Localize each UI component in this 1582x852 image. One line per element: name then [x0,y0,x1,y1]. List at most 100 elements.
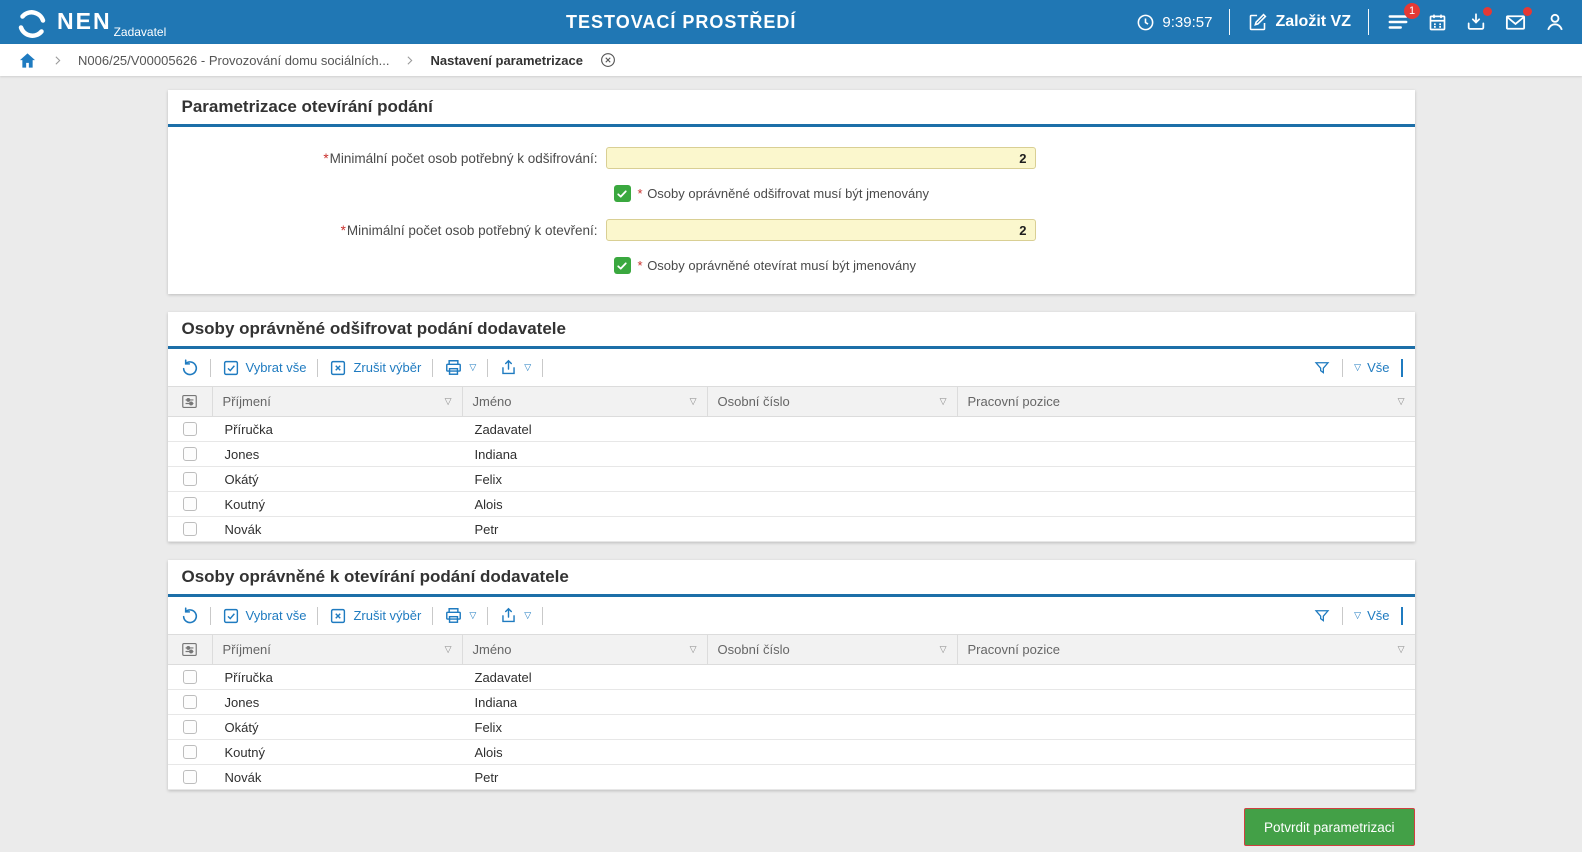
print-menu-button[interactable]: ▽ [444,606,476,625]
decrypt-named-checkbox[interactable] [613,185,631,202]
row-checkbox[interactable] [183,497,197,511]
create-vz-button[interactable]: Založit VZ [1247,12,1351,33]
filter-button[interactable] [1313,607,1331,625]
sliders-icon [182,394,197,409]
column-header-position[interactable]: Pracovní pozice ▽ [967,642,1405,657]
download-button[interactable] [1465,7,1492,33]
toolbar-divider [209,606,211,625]
refresh-button[interactable] [180,606,199,625]
table-row[interactable]: Novák Petr [167,517,1415,542]
column-filter-icon[interactable]: ▽ [1397,396,1405,406]
export-menu-button[interactable]: ▽ [499,358,531,377]
parametrization-form: *Minimální počet osob potřebný k odšifro… [168,127,1415,294]
column-filter-icon[interactable]: ▽ [939,644,947,654]
row-checkbox[interactable] [183,447,197,461]
column-settings-button[interactable] [180,640,199,659]
nen-logo-icon [16,4,48,40]
filter-scope-dropdown[interactable]: ▽ Vše [1354,360,1390,375]
print-menu-button[interactable]: ▽ [444,358,476,377]
toolbar-divider [542,606,544,625]
export-icon [502,607,516,623]
column-header-personal-number[interactable]: Osobní číslo ▽ [708,635,958,664]
filter-scope-dropdown[interactable]: ▽ Vše [1354,608,1390,623]
table-row[interactable]: Jones Indiana [167,690,1415,715]
mail-button[interactable] [1504,6,1532,34]
refresh-button[interactable] [180,358,199,377]
column-filter-icon[interactable]: ▽ [689,644,697,654]
user-profile-button[interactable] [1544,11,1566,33]
row-checkbox[interactable] [183,695,197,709]
row-checkbox[interactable] [183,745,197,759]
toolbar-divider [487,606,489,625]
row-checkbox[interactable] [183,522,197,536]
table-row[interactable]: Koutný Alois [167,492,1415,517]
close-tab-button[interactable] [599,51,617,69]
cell-surname: Novák [224,769,262,785]
table-row[interactable]: Příručka Zadavatel [167,417,1415,442]
column-filter-icon[interactable]: ▽ [689,396,697,406]
row-checkbox[interactable] [183,720,197,734]
column-filter-icon[interactable]: ▽ [444,396,452,406]
cell-firstname: Alois [474,744,503,760]
row-checkbox[interactable] [183,670,197,684]
column-settings-button[interactable] [180,392,199,411]
table-row[interactable]: Koutný Alois [167,740,1415,765]
caret-down-icon: ▽ [1354,610,1362,620]
column-header-personal-number[interactable]: Osobní číslo ▽ [708,387,958,416]
column-filter-icon[interactable]: ▽ [444,644,452,654]
caret-down-icon: ▽ [524,610,532,620]
column-settings-cell [168,635,213,664]
home-button[interactable] [18,51,37,70]
cell-surname: Příručka [224,669,273,685]
column-filter-icon[interactable]: ▽ [939,396,947,406]
toolbar-divider [432,606,434,625]
row-checkbox[interactable] [183,422,197,436]
clear-selection-button[interactable]: Zrušit výběr [329,359,421,377]
cell-firstname: Alois [474,496,503,512]
table-row[interactable]: Okátý Felix [167,467,1415,492]
open-named-checkbox[interactable] [613,257,631,274]
checkbox-cross-icon [331,360,346,375]
row-checkbox[interactable] [183,770,197,784]
toolbar-divider [1342,358,1344,377]
section-title: Osoby oprávněné odšifrovat podání dodava… [167,312,1415,349]
table-row[interactable]: Jones Indiana [167,442,1415,467]
column-header-firstname[interactable]: Jméno ▽ [463,387,708,416]
column-header-surname[interactable]: Příjmení ▽ [213,387,463,416]
cell-firstname: Felix [474,471,502,487]
open-persons-panel: Osoby oprávněné k otevírání podání dodav… [167,560,1415,790]
mail-badge-dot [1523,6,1532,16]
caret-down-icon: ▽ [469,610,477,620]
column-header-firstname[interactable]: Jméno ▽ [463,635,708,664]
clear-selection-button[interactable]: Zrušit výběr [329,607,421,625]
min-open-count-input[interactable] [605,219,1036,241]
table-row[interactable]: Okátý Felix [167,715,1415,740]
breadcrumb-contract[interactable]: N006/25/V00005626 - Provozování domu soc… [78,52,390,68]
cell-firstname: Felix [474,719,502,735]
table-header-row: Příjmení ▽ Jméno ▽ Osobní číslo ▽ Pracovní … [167,386,1415,417]
filter-button[interactable] [1313,359,1331,377]
confirm-parametrization-button[interactable]: Potvrdit parametrizaci [1243,808,1415,846]
min-decrypt-count-input[interactable] [605,147,1036,169]
column-filter-icon[interactable]: ▽ [1397,644,1405,654]
select-all-button[interactable]: Vybrat vše [222,359,306,377]
toolbar-divider [317,358,319,377]
required-marker: * [340,222,346,238]
column-header-position[interactable]: Pracovní pozice ▽ [967,394,1405,409]
column-header-surname[interactable]: Příjmení ▽ [213,635,463,664]
row-checkbox[interactable] [183,472,197,486]
cell-surname: Koutný [224,496,265,512]
cell-firstname: Indiana [474,446,518,462]
calendar-button[interactable] [1427,12,1448,33]
required-marker: * [637,186,643,201]
check-icon [617,261,627,270]
select-all-button[interactable]: Vybrat vše [222,607,306,625]
menu-button[interactable]: 1 [1386,3,1420,33]
table-row[interactable]: Novák Petr [167,765,1415,790]
export-menu-button[interactable]: ▽ [499,606,531,625]
field-label: *Minimální počet osob potřebný k odšifro… [323,150,598,166]
chevron-right-icon [51,54,64,67]
table-row[interactable]: Příručka Zadavatel [167,665,1415,690]
brand-block[interactable]: NEN Zadavatel [16,4,226,40]
refresh-icon [182,359,197,376]
